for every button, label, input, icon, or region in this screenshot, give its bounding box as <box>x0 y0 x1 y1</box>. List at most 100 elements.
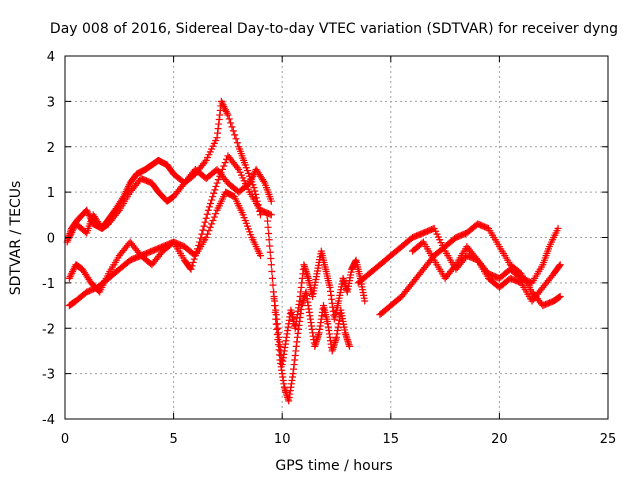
data-point <box>206 223 214 231</box>
data-point <box>227 119 235 127</box>
data-point <box>248 174 256 182</box>
grid-lines <box>65 56 608 419</box>
data-point <box>361 297 369 305</box>
data-point <box>209 193 217 201</box>
data-point <box>249 172 257 180</box>
data-point <box>267 261 275 269</box>
y-tick-label: -1 <box>42 277 55 292</box>
data-point <box>83 206 91 214</box>
data-point <box>250 184 258 192</box>
data-point <box>451 262 459 270</box>
data-point <box>266 248 274 256</box>
series-track-4 <box>65 165 275 241</box>
data-point <box>263 211 271 219</box>
data-point <box>221 106 229 114</box>
data-point <box>69 225 77 233</box>
data-point <box>222 108 230 116</box>
data-point <box>246 179 254 187</box>
series-track-8 <box>376 220 564 319</box>
data-point <box>554 224 562 232</box>
x-tick-label: 20 <box>491 432 508 447</box>
series-track-6 <box>270 247 369 369</box>
series-track-9 <box>409 238 564 305</box>
data-point <box>246 177 254 185</box>
data-point <box>67 230 75 238</box>
data-point <box>65 274 73 282</box>
data-point <box>223 109 231 117</box>
data-point <box>231 131 239 139</box>
data-point <box>556 261 564 269</box>
x-axis-label: GPS time / hours <box>275 458 392 474</box>
data-point <box>192 248 200 256</box>
data-point <box>193 245 201 253</box>
data-point <box>472 254 480 262</box>
data-point <box>114 208 122 216</box>
data-point <box>218 99 226 107</box>
y-tick-label: 2 <box>47 141 55 156</box>
y-tick-label: -2 <box>42 322 55 337</box>
y-axis-label: SDTVAR / TECUs <box>8 181 24 296</box>
x-tick-label: 0 <box>61 432 69 447</box>
y-tick-label: -4 <box>42 413 55 428</box>
data-point <box>201 218 209 226</box>
data-point <box>214 176 222 184</box>
data-point <box>202 214 210 222</box>
data-point <box>84 210 92 218</box>
data-point <box>267 254 275 262</box>
data-point <box>199 226 207 234</box>
data-point <box>200 222 208 230</box>
y-tick-label: 3 <box>47 95 55 110</box>
data-point <box>265 236 273 244</box>
data-point <box>208 196 216 204</box>
data-point <box>268 268 276 276</box>
data-point <box>269 281 277 289</box>
chart-title: Day 008 of 2016, Sidereal Day-to-day VTE… <box>50 21 618 37</box>
series-track-5 <box>263 211 354 405</box>
y-tick-label: 4 <box>47 50 55 65</box>
data-point <box>197 234 205 242</box>
data-point <box>212 210 220 218</box>
x-tick-label: 5 <box>169 432 177 447</box>
data-point <box>207 199 215 207</box>
data-point <box>217 97 225 105</box>
series-track-1 <box>63 97 264 246</box>
data-point <box>260 177 268 185</box>
data-point <box>220 102 228 110</box>
data-point <box>233 164 241 172</box>
data-point <box>209 216 217 224</box>
data-point <box>346 342 354 350</box>
data-point <box>189 258 197 266</box>
data-point <box>212 182 220 190</box>
data-point <box>205 227 213 235</box>
data-point <box>190 255 198 263</box>
axis-ticks: 0 5 10 15 20 25 -4 -3 -2 -1 0 1 2 3 4 <box>42 50 616 447</box>
data-point <box>69 227 77 235</box>
data-point <box>264 223 272 231</box>
data-point <box>187 265 195 273</box>
data-point <box>204 206 212 214</box>
data-point <box>555 262 563 270</box>
data-point <box>266 242 274 250</box>
data-point <box>198 230 206 238</box>
y-tick-label: 1 <box>47 186 55 201</box>
data-point <box>191 252 199 260</box>
y-tick-label: -3 <box>42 368 55 383</box>
data-point <box>265 230 273 238</box>
data-point <box>203 210 211 218</box>
data-point <box>201 158 209 166</box>
series-track-3 <box>65 152 275 310</box>
data-point <box>188 262 196 270</box>
data-points <box>63 97 564 405</box>
data-point <box>247 176 255 184</box>
data-point <box>208 220 216 228</box>
x-tick-label: 25 <box>600 432 617 447</box>
x-tick-label: 15 <box>383 432 400 447</box>
data-point <box>251 187 259 195</box>
data-point <box>68 269 76 277</box>
data-point <box>219 101 227 109</box>
data-point <box>233 139 241 147</box>
data-point <box>232 135 240 143</box>
data-point <box>211 186 219 194</box>
data-point <box>66 232 74 240</box>
